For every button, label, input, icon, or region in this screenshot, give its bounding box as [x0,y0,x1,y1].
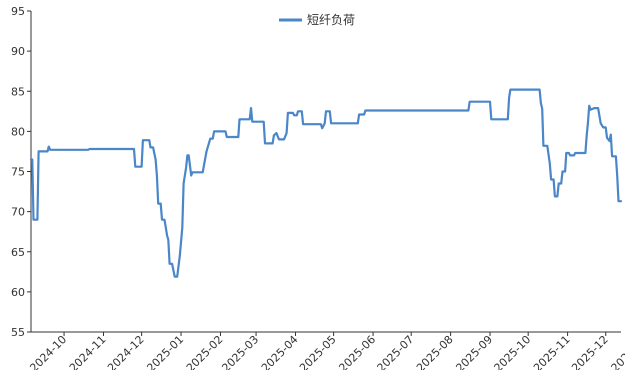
legend-label: 短纤负荷 [307,13,355,27]
y-tick-label: 75 [11,166,25,179]
series-line [29,88,623,278]
y-tick-label: 85 [11,85,25,98]
x-axis: 2024-102024-112024-122025-012025-022025-… [27,331,625,370]
x-tick-label: 2025-07 [375,333,417,370]
x-tick-label: 2024-12 [105,333,147,370]
y-tick-label: 60 [11,286,25,299]
x-tick-label: 2025-04 [259,333,301,370]
y-tick-label: 80 [11,125,25,138]
x-tick-label: 2025-10 [492,333,534,370]
y-tick-label: 65 [11,246,25,259]
x-tick-label: 2026-01 [609,333,625,370]
x-tick-label: 2025-12 [569,333,611,370]
x-tick-label: 2024-11 [67,333,109,370]
x-tick-label: 2025-11 [531,333,573,370]
y-axis: 55 60 65 70 75 80 85 90 95 [11,5,32,339]
x-tick-label: 2025-01 [144,333,186,370]
plot-area [29,88,623,278]
x-tick-label: 2025-09 [453,333,495,370]
y-tick-label: 55 [11,326,25,339]
x-tick-label: 2025-08 [414,333,456,370]
legend: 短纤负荷 [279,13,355,27]
y-tick-label: 70 [11,206,25,219]
x-tick-label: 2024-10 [27,333,69,370]
y-tick-label: 95 [11,5,25,18]
x-tick-label: 2025-03 [219,333,261,370]
x-tick-label: 2025-05 [297,333,339,370]
y-tick-label: 90 [11,45,25,58]
x-tick-label: 2025-06 [336,333,378,370]
